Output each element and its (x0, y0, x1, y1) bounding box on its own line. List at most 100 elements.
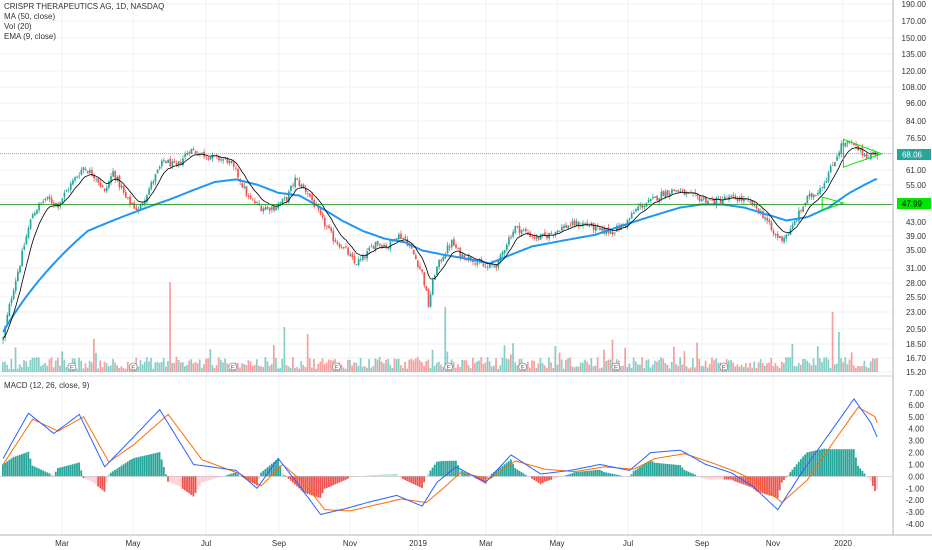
candle-body (486, 266, 489, 268)
volume-bar (795, 366, 798, 372)
volume-bar (120, 366, 123, 372)
macd-hist-bar (533, 476, 536, 481)
candle-body (347, 247, 349, 255)
symbol-title[interactable]: CRISPR THERAPEUTICS AG, 1D, NASDAQ (4, 2, 165, 11)
macd-legend[interactable]: MACD (12, 26, close, 9) (4, 381, 90, 390)
candle-body (671, 189, 673, 194)
volume-bar (410, 358, 413, 372)
volume-bar (344, 368, 347, 372)
candle-body (539, 234, 542, 240)
macd-hist-bar (825, 448, 828, 477)
macd-hist-bar (179, 476, 182, 488)
volume-bar (488, 361, 491, 372)
volume-bar (97, 368, 99, 372)
volume-bar (711, 357, 713, 372)
candle-body (249, 195, 252, 199)
macd-hist-bar (188, 476, 191, 494)
volume-bar (573, 367, 576, 372)
macd-hist-bar (588, 470, 591, 477)
candle-body (82, 167, 85, 170)
candle-body (222, 159, 225, 161)
vol-legend[interactable]: Vol (20) (4, 22, 32, 31)
volume-bar (63, 359, 66, 372)
candle-body (53, 202, 55, 205)
volume-bar (658, 360, 660, 372)
volume-bar (774, 362, 777, 372)
macd-hist-bar (141, 456, 144, 477)
candle-body (635, 209, 637, 212)
macd-hist-bar (154, 453, 157, 477)
macd-hist-bar (730, 476, 732, 480)
macd-hist-bar (626, 476, 629, 477)
candle-body (465, 259, 468, 261)
candle-body (711, 199, 713, 201)
macd-hist-bar (715, 476, 718, 480)
volume-bar (565, 359, 567, 372)
volume-bar (321, 358, 324, 372)
macd-line (2, 398, 878, 516)
volume-bar (512, 343, 514, 372)
macd-hist-bar (192, 476, 195, 497)
candle-body (218, 156, 220, 161)
macd-hist-bar (617, 475, 620, 477)
candle-body (417, 260, 419, 268)
volume-bar (467, 365, 470, 372)
macd-hist-bar (211, 476, 214, 480)
candle-body (245, 186, 248, 196)
macd-hist-bar (795, 464, 798, 477)
volume-bar (728, 360, 730, 372)
candle-body (798, 210, 800, 221)
volume-bar (641, 357, 643, 372)
macd-hist-bar (63, 466, 66, 477)
volume-bar (550, 362, 552, 372)
macd-hist-bar (313, 476, 315, 497)
candle-body (723, 196, 726, 200)
macd-hist-bar (505, 462, 508, 477)
candle-body (512, 231, 515, 237)
macd-hist-bar (296, 476, 299, 487)
candle-body (25, 236, 28, 245)
volume-bar (25, 361, 27, 372)
volume-bar (416, 357, 419, 372)
macd-hist-bar (522, 473, 525, 477)
candle-body (12, 290, 15, 299)
volume-bar (289, 367, 292, 372)
volume-bar (552, 367, 555, 372)
candle-body (118, 175, 121, 188)
macd-hist-bar (592, 470, 595, 477)
volume-bar (228, 368, 231, 372)
candle-body (188, 152, 191, 153)
volume-bar (791, 344, 794, 372)
macd-hist-bar (444, 460, 447, 477)
candle-body (802, 206, 805, 212)
candle-body (319, 209, 322, 215)
volume-bar (835, 363, 838, 372)
macd-hist-bar (418, 476, 421, 488)
volume-bar (14, 347, 17, 372)
macd-hist-bar (596, 469, 599, 477)
macd-hist-bar (768, 476, 771, 496)
volume-bar (173, 362, 176, 372)
macd-hist-bar (660, 463, 663, 477)
ema-legend[interactable]: EMA (9, close) (4, 32, 57, 41)
volume-bar (482, 363, 485, 372)
macd-hist-bar (713, 476, 716, 480)
volume-bar (209, 349, 212, 372)
macd-hist-bar (190, 476, 193, 495)
volume-bar (4, 361, 6, 372)
macd-hist-bar (135, 457, 138, 477)
ma-legend[interactable]: MA (50, close) (4, 12, 56, 21)
macd-hist-bar (711, 476, 713, 480)
candle-body (783, 237, 785, 242)
volume-bar (793, 365, 796, 372)
volume-bar (245, 365, 248, 372)
macd-hist-bar (78, 462, 81, 477)
volume-bar (438, 361, 440, 372)
macd-hist-bar (668, 464, 671, 477)
macd-tick-label: -3.00 (906, 508, 925, 517)
candle-body (525, 229, 527, 232)
macd-hist-bar (751, 476, 754, 488)
volume-bar (457, 364, 459, 372)
